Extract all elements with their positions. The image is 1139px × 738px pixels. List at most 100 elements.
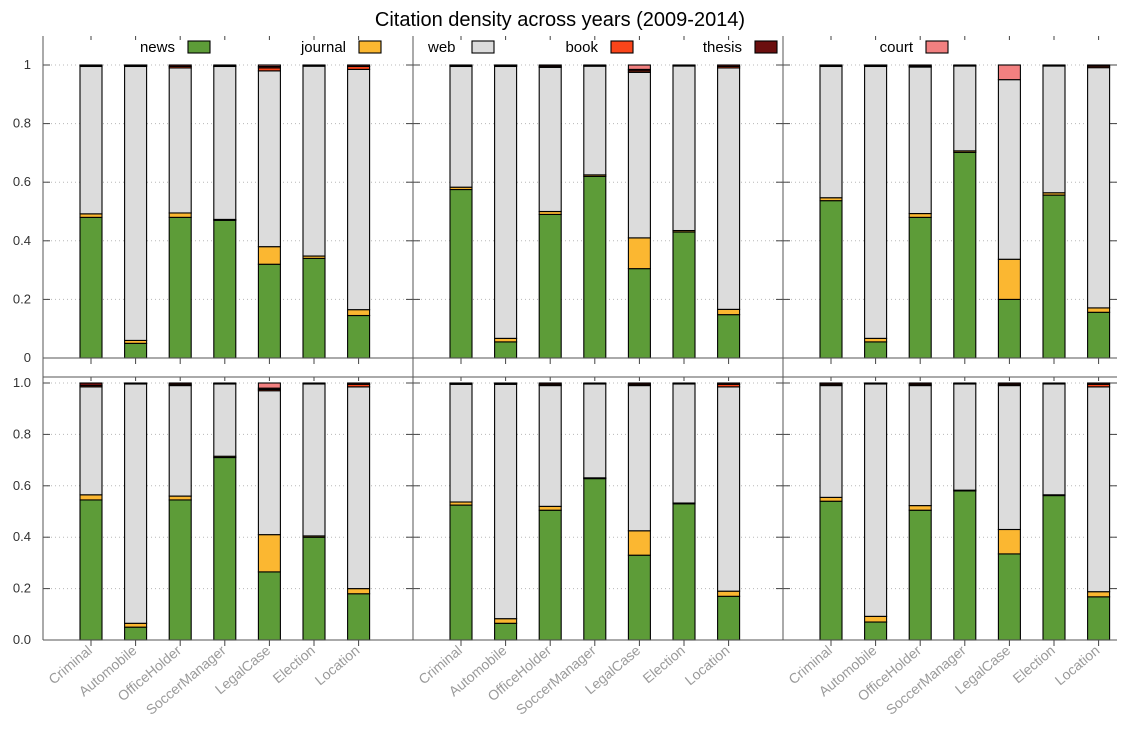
bar-stack	[213, 382, 237, 641]
bar-segment-news	[672, 503, 696, 641]
bar-stack	[1087, 64, 1111, 359]
bar-segment-web	[257, 390, 281, 536]
bar-segment-thesis	[1087, 382, 1111, 385]
bar-segment-news	[864, 621, 888, 641]
bar-segment-news	[717, 314, 741, 359]
bar-segment-web	[494, 65, 518, 339]
bar-stack	[627, 382, 651, 641]
legend-swatch	[754, 40, 778, 54]
bar-stack	[79, 382, 103, 641]
bar-segment-news	[864, 341, 888, 359]
bar-segment-news	[997, 298, 1021, 359]
bar-segment-news	[124, 342, 148, 359]
legend-item-court: court	[880, 39, 949, 56]
bar-stack	[213, 64, 237, 359]
bar-segment-journal	[168, 495, 192, 501]
bar-segment-web	[717, 67, 741, 310]
bar-segment-thesis	[124, 382, 148, 385]
legend-item-thesis: thesis	[703, 39, 778, 56]
x-tick-label: SoccerManager	[143, 642, 229, 718]
bar-segment-web	[538, 385, 562, 507]
bar-segment-web	[908, 385, 932, 507]
bar-segment-web	[1042, 65, 1066, 194]
y-tick-label: 0.0	[13, 632, 31, 647]
y-tick-label: 0.2	[13, 581, 31, 596]
bar-segment-news	[494, 341, 518, 359]
bar-segment-journal	[908, 505, 932, 511]
bar-segment-thesis	[627, 382, 651, 385]
bar-segment-thesis	[79, 382, 103, 387]
bar-segment-thesis	[168, 382, 192, 385]
bar-segment-web	[717, 386, 741, 592]
bar-stack	[124, 382, 148, 641]
bar-segment-web	[79, 65, 103, 215]
bar-segment-web	[449, 65, 473, 188]
bar-segment-journal	[347, 588, 371, 595]
bar-stack	[168, 382, 192, 641]
bar-stack	[583, 64, 607, 359]
y-tick-label: 0	[24, 350, 31, 365]
bar-segment-journal	[627, 237, 651, 270]
bar-segment-web	[347, 68, 371, 311]
x-tick-label: Location	[1052, 642, 1103, 688]
bar-stack	[819, 64, 843, 359]
bar-stack	[124, 64, 148, 359]
bar-segment-news	[213, 456, 237, 641]
bar-segment-thesis	[717, 382, 741, 385]
bar-segment-news	[538, 509, 562, 641]
bar-segment-thesis	[449, 382, 473, 385]
bar-segment-journal	[1087, 307, 1111, 313]
bar-segment-news	[257, 263, 281, 359]
y-tick-label: 0.8	[13, 116, 31, 131]
legend-swatch	[358, 40, 382, 54]
bar-stack	[302, 64, 326, 359]
chart-panel: CriminalAutomobileOfficeHolderSoccerMana…	[783, 377, 1117, 718]
bar-segment-news	[819, 200, 843, 359]
legend-label: web	[427, 39, 456, 56]
y-tick-label: 0.2	[13, 291, 31, 306]
legend-label: news	[140, 39, 175, 56]
bar-segment-thesis	[213, 382, 237, 385]
bar-segment-thesis	[819, 382, 843, 385]
bar-segment-news	[627, 554, 651, 641]
legend-label: thesis	[703, 39, 742, 56]
bar-segment-thesis	[494, 382, 518, 385]
bar-segment-news	[257, 571, 281, 641]
bar-segment-journal	[1087, 591, 1111, 598]
bar-stack	[494, 382, 518, 641]
legend-swatch	[187, 40, 211, 54]
bar-segment-thesis	[864, 382, 888, 385]
bar-segment-news	[1087, 311, 1111, 359]
chart-panel	[783, 36, 1117, 364]
bar-segment-news	[583, 478, 607, 641]
bar-segment-news	[347, 593, 371, 641]
bar-segment-court	[627, 64, 651, 70]
bar-segment-thesis	[953, 382, 977, 385]
bar-stack	[997, 64, 1021, 359]
legend-swatch	[925, 40, 949, 54]
bar-segment-thesis	[494, 64, 518, 67]
bar-stack	[819, 382, 843, 641]
bar-stack	[908, 382, 932, 641]
x-tick-label: Election	[1009, 642, 1057, 686]
y-tick-label: 0.8	[13, 426, 31, 441]
bar-segment-thesis	[124, 64, 148, 67]
bar-segment-web	[538, 66, 562, 213]
bar-segment-news	[302, 257, 326, 359]
bar-stack	[627, 64, 651, 359]
legend-swatch	[610, 40, 634, 54]
bar-segment-web	[494, 383, 518, 620]
bar-stack	[1042, 64, 1066, 359]
x-tick-label: Election	[639, 642, 687, 686]
bar-stack	[864, 64, 888, 359]
bar-segment-journal	[627, 530, 651, 556]
bar-segment-web	[168, 385, 192, 497]
bar-segment-thesis	[1042, 64, 1066, 67]
bar-segment-journal	[257, 534, 281, 573]
bar-segment-web	[583, 383, 607, 479]
bar-segment-web	[302, 65, 326, 257]
legend-label: journal	[300, 39, 346, 56]
bar-segment-thesis	[717, 64, 741, 68]
legend-item-book: book	[565, 39, 634, 56]
bar-segment-news	[449, 504, 473, 641]
